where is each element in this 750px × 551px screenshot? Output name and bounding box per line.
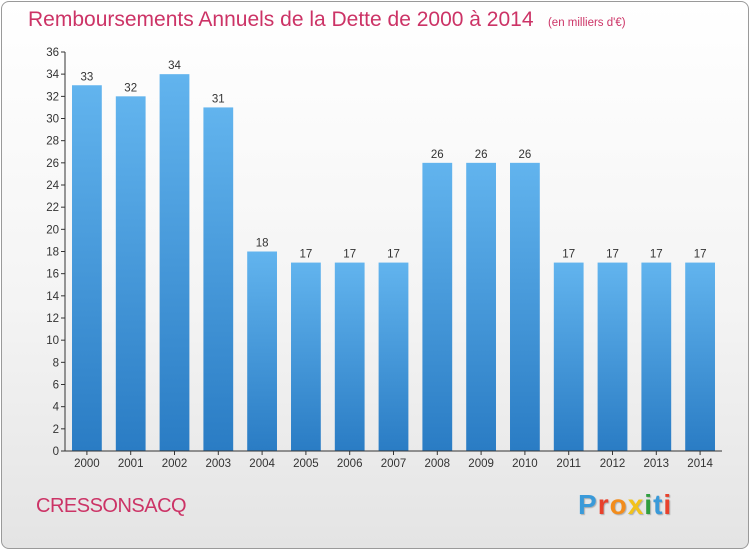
commune-name: CRESSONSACQ — [36, 495, 187, 517]
y-tick-label-2: 2 — [53, 424, 59, 436]
y-tick-label-32: 32 — [46, 91, 59, 103]
y-tick-label-10: 10 — [46, 335, 59, 347]
title-row: Remboursements Annuels de la Dette de 20… — [28, 8, 626, 32]
bar-2000 — [72, 85, 102, 451]
y-tick-label-26: 26 — [46, 158, 59, 170]
bar-2006 — [334, 262, 365, 451]
data-label-2004: 18 — [256, 238, 269, 250]
y-tick-label-36: 36 — [46, 47, 59, 59]
x-tick-label-2008: 2008 — [425, 458, 451, 470]
data-label-2009: 26 — [475, 149, 488, 161]
y-tick-label-12: 12 — [46, 313, 59, 325]
data-label-2013: 17 — [650, 249, 663, 261]
bar-2010 — [510, 162, 540, 452]
y-tick-label-0: 0 — [53, 446, 59, 458]
bar-2011 — [553, 262, 584, 451]
x-tick-label-2003: 2003 — [206, 458, 232, 470]
logo-letter-2: o — [609, 489, 628, 520]
data-label-2007: 17 — [387, 249, 400, 261]
proxiti-logo[interactable]: Proxiti — [578, 489, 672, 521]
x-tick-label-2004: 2004 — [249, 458, 275, 470]
logo-letter-5: t — [653, 489, 664, 520]
logo-letter-6: i — [663, 489, 673, 520]
y-tick-label-34: 34 — [46, 69, 59, 81]
y-tick-label-6: 6 — [53, 380, 59, 392]
data-label-2008: 26 — [431, 149, 444, 161]
y-tick-label-8: 8 — [53, 357, 59, 369]
bar-2012 — [597, 262, 628, 451]
x-tick-label-2014: 2014 — [687, 458, 713, 470]
y-tick-label-24: 24 — [46, 180, 59, 192]
data-label-2001: 32 — [124, 82, 137, 94]
x-tick-label-2012: 2012 — [600, 458, 626, 470]
y-tick-label-28: 28 — [46, 136, 59, 148]
y-tick-label-22: 22 — [46, 202, 59, 214]
x-tick-label-2007: 2007 — [381, 458, 407, 470]
bar-2003 — [203, 107, 234, 452]
bar-2005 — [291, 262, 321, 451]
x-tick-label-2006: 2006 — [337, 458, 363, 470]
data-label-2002: 34 — [168, 60, 181, 72]
x-tick-label-2010: 2010 — [512, 458, 538, 470]
data-label-2003: 31 — [212, 93, 225, 105]
chart-title: Remboursements Annuels de la Dette de 20… — [28, 8, 534, 31]
x-tick-label-2013: 2013 — [644, 458, 670, 470]
bar-2013 — [641, 262, 672, 451]
y-tick-label-4: 4 — [53, 402, 60, 414]
data-label-2000: 33 — [81, 71, 94, 83]
data-label-2012: 17 — [606, 249, 619, 261]
data-label-2005: 17 — [300, 249, 313, 261]
bar-2007 — [378, 262, 409, 451]
logo-letter-3: x — [627, 489, 645, 520]
data-label-2014: 17 — [694, 249, 707, 261]
data-label-2006: 17 — [343, 249, 356, 261]
bar-2014 — [685, 262, 715, 451]
logo-letter-0: P — [578, 489, 598, 520]
x-tick-label-2005: 2005 — [293, 458, 319, 470]
bar-2001 — [115, 96, 146, 451]
y-tick-label-16: 16 — [46, 269, 59, 281]
bar-2009 — [466, 162, 496, 452]
bar-2002 — [159, 74, 190, 452]
x-tick-label-2000: 2000 — [74, 458, 100, 470]
chart-subtitle: (en milliers d'€) — [547, 17, 626, 29]
y-tick-label-30: 30 — [46, 114, 59, 126]
x-tick-label-2011: 2011 — [556, 458, 581, 470]
x-tick-label-2009: 2009 — [468, 458, 494, 470]
logo-letter-4: i — [644, 489, 654, 520]
bars-layer: 33 32 34 31 18 17 17 17 26 26 26 17 17 17 17 — [72, 60, 715, 452]
x-tick-label-2001: 2001 — [118, 458, 144, 470]
data-label-2011: 17 — [562, 249, 575, 261]
y-tick-label-14: 14 — [46, 291, 59, 303]
bar-2004 — [247, 251, 277, 451]
y-tick-label-20: 20 — [46, 224, 59, 236]
logo-letter-1: r — [597, 489, 610, 520]
data-label-2010: 26 — [519, 149, 532, 161]
x-tick-label-2002: 2002 — [162, 458, 188, 470]
y-tick-label-18: 18 — [46, 247, 59, 259]
bar-2008 — [422, 162, 453, 452]
